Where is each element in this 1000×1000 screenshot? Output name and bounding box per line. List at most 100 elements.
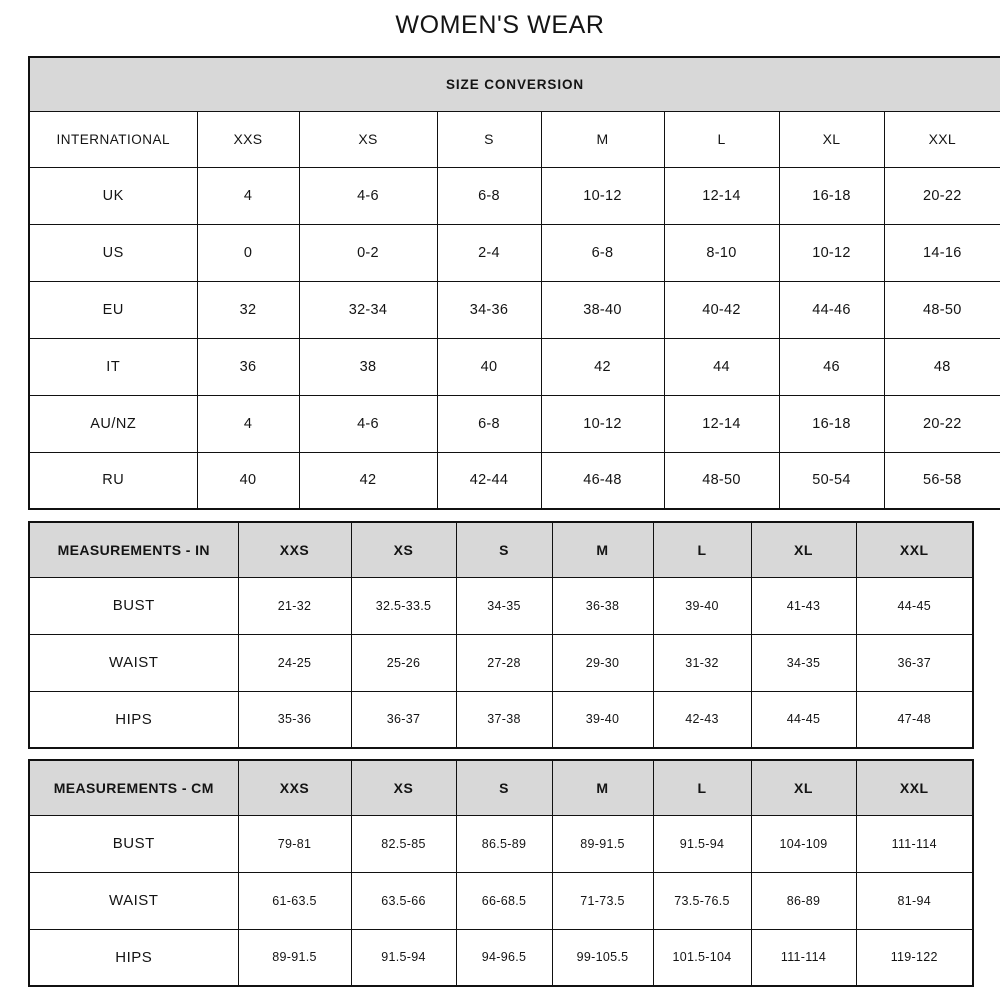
table-row: BUST 79-81 82.5-85 86.5-89 89-91.5 91.5-94 104… <box>28 814 974 873</box>
row-label-header: INTERNATIONAL <box>28 110 198 168</box>
table-cell: 0 <box>196 223 300 282</box>
table-cell: 111-114 <box>750 928 857 987</box>
column-header: L <box>652 521 752 578</box>
table-banner: SIZE CONVERSION <box>28 56 1000 112</box>
row-label: AU/NZ <box>28 394 198 453</box>
measurements-cm-body: MEASUREMENTS - CM XXS XS S M L XL XXL BUST 79-81 8… <box>28 759 974 987</box>
measurements-inches-body: MEASUREMENTS - IN XXS XS S M L XL XXL BUST 21-32 3… <box>28 521 974 749</box>
table-cell: 79-81 <box>237 814 352 873</box>
column-header: XXS <box>237 759 352 816</box>
table-row: WAIST 24-25 25-26 27-28 29-30 31-32 34-35 36-37 <box>28 633 974 692</box>
table-row: WAIST 61-63.5 63.5-66 66-68.5 71-73.5 73.5-76… <box>28 871 974 930</box>
measurement-title-header: MEASUREMENTS - IN <box>28 521 239 578</box>
row-label: BUST <box>28 814 239 873</box>
table-cell: 20-22 <box>883 166 1000 225</box>
measurements-cm-table: MEASUREMENTS - CM XXS XS S M L XL XXL BUST 79-81 8… <box>28 759 974 987</box>
column-header: XXL <box>855 521 974 578</box>
table-cell: 50-54 <box>778 451 885 510</box>
table-cell: 34-35 <box>750 633 857 692</box>
table-cell: 42-44 <box>436 451 542 510</box>
table-cell: 63.5-66 <box>350 871 457 930</box>
table-cell: 86-89 <box>750 871 857 930</box>
table-cell: 44-45 <box>750 690 857 749</box>
table-cell: 16-18 <box>778 394 885 453</box>
column-header: XL <box>750 759 857 816</box>
table-cell: 40 <box>196 451 300 510</box>
table-cell: 91.5-94 <box>652 814 752 873</box>
column-header: L <box>652 759 752 816</box>
table-cell: 44 <box>663 337 780 396</box>
table-row: HIPS 35-36 36-37 37-38 39-40 42-43 44-45 47-48 <box>28 690 974 749</box>
table-cell: 40-42 <box>663 280 780 339</box>
table-cell: 94-96.5 <box>455 928 553 987</box>
header-row: MEASUREMENTS - CM XXS XS S M L XL XXL <box>28 759 974 816</box>
measurement-title-header: MEASUREMENTS - CM <box>28 759 239 816</box>
row-label: BUST <box>28 576 239 635</box>
table-row: RU 40 42 42-44 46-48 48-50 50-54 56-58 <box>28 451 1000 510</box>
table-row: US 0 0-2 2-4 6-8 8-10 10-12 14-16 <box>28 223 1000 282</box>
table-cell: 10-12 <box>540 166 665 225</box>
table-cell: 2-4 <box>436 223 542 282</box>
header-row: MEASUREMENTS - IN XXS XS S M L XL XXL <box>28 521 974 578</box>
table-cell: 10-12 <box>540 394 665 453</box>
page-title: WOMEN'S WEAR <box>395 11 605 39</box>
table-cell: 39-40 <box>652 576 752 635</box>
row-label: WAIST <box>28 633 239 692</box>
column-header: L <box>663 110 780 168</box>
table-cell: 32-34 <box>298 280 438 339</box>
table-cell: 6-8 <box>540 223 665 282</box>
row-label: EU <box>28 280 198 339</box>
table-cell: 36-37 <box>350 690 457 749</box>
table-cell: 40 <box>436 337 542 396</box>
table-cell: 42-43 <box>652 690 752 749</box>
row-label: IT <box>28 337 198 396</box>
table-row: BUST 21-32 32.5-33.5 34-35 36-38 39-40 41-43 44… <box>28 576 974 635</box>
column-header: M <box>540 110 665 168</box>
table-cell: 81-94 <box>855 871 974 930</box>
table-cell: 89-91.5 <box>237 928 352 987</box>
table-cell: 61-63.5 <box>237 871 352 930</box>
table-cell: 86.5-89 <box>455 814 553 873</box>
table-cell: 6-8 <box>436 394 542 453</box>
table-cell: 36-38 <box>551 576 654 635</box>
table-cell: 42 <box>298 451 438 510</box>
table-cell: 36 <box>196 337 300 396</box>
table-cell: 6-8 <box>436 166 542 225</box>
column-header: M <box>551 521 654 578</box>
table-cell: 48-50 <box>883 280 1000 339</box>
row-label: WAIST <box>28 871 239 930</box>
table-cell: 4 <box>196 394 300 453</box>
row-label: UK <box>28 166 198 225</box>
table-cell: 42 <box>540 337 665 396</box>
table-cell: 16-18 <box>778 166 885 225</box>
table-row: UK 4 4-6 6-8 10-12 12-14 16-18 20-22 <box>28 166 1000 225</box>
table-cell: 20-22 <box>883 394 1000 453</box>
column-header: XL <box>778 110 885 168</box>
table-row: AU/NZ 4 4-6 6-8 10-12 12-14 16-18 20-22 <box>28 394 1000 453</box>
table-cell: 73.5-76.5 <box>652 871 752 930</box>
column-header: XXL <box>855 759 974 816</box>
table-cell: 46 <box>778 337 885 396</box>
table-cell: 38-40 <box>540 280 665 339</box>
table-cell: 12-14 <box>663 394 780 453</box>
table-cell: 104-109 <box>750 814 857 873</box>
column-header: XXS <box>196 110 300 168</box>
column-header: XXL <box>883 110 1000 168</box>
table-cell: 46-48 <box>540 451 665 510</box>
table-cell: 91.5-94 <box>350 928 457 987</box>
table-cell: 99-105.5 <box>551 928 654 987</box>
table-cell: 119-122 <box>855 928 974 987</box>
header-row: INTERNATIONAL XXS XS S M L XL XXL <box>28 110 1000 168</box>
column-header: XS <box>350 521 457 578</box>
table-cell: 38 <box>298 337 438 396</box>
column-header: S <box>455 759 553 816</box>
column-header: XS <box>298 110 438 168</box>
table-row: IT 36 38 40 42 44 46 48 <box>28 337 1000 396</box>
table-row: HIPS 89-91.5 91.5-94 94-96.5 99-105.5 101.5-1… <box>28 928 974 987</box>
column-header: XXS <box>237 521 352 578</box>
size-conversion-body: SIZE CONVERSION INTERNATIONAL XXS XS S M L XL XX… <box>28 56 1000 510</box>
measurements-inches-table: MEASUREMENTS - IN XXS XS S M L XL XXL BUST 21-32 3… <box>28 521 974 749</box>
table-cell: 12-14 <box>663 166 780 225</box>
column-header: S <box>455 521 553 578</box>
table-cell: 71-73.5 <box>551 871 654 930</box>
